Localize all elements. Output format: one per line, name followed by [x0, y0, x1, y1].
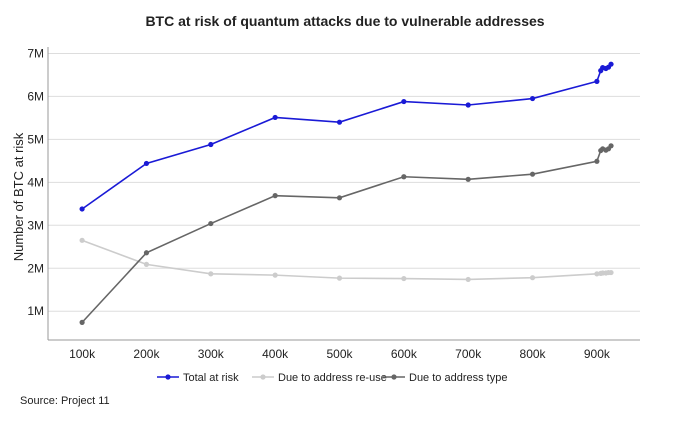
data-point — [529, 95, 536, 102]
data-point — [336, 195, 343, 201]
data-point — [608, 143, 614, 149]
series-total-at-risk — [79, 61, 614, 212]
data-point — [465, 176, 471, 182]
y-tick-label: 1M — [27, 304, 44, 318]
data-point — [336, 119, 343, 125]
chart-title: BTC at risk of quantum attacks due to vu… — [145, 13, 544, 29]
data-point — [401, 98, 407, 105]
legend-swatch-marker — [391, 374, 397, 380]
data-point — [465, 102, 471, 108]
data-point — [401, 174, 407, 180]
legend-item: Total at risk — [157, 372, 239, 384]
data-point — [143, 250, 150, 256]
data-point — [272, 272, 278, 278]
x-tick-label: 600k — [391, 347, 418, 361]
data-point — [594, 271, 600, 277]
y-tick-label: 6M — [27, 89, 44, 103]
series-due-to-address-re-use — [79, 237, 614, 283]
data-point — [208, 271, 214, 277]
x-tick-label: 700k — [455, 347, 482, 361]
legend-swatch-marker — [165, 374, 171, 380]
legend-label: Due to address type — [409, 372, 507, 384]
data-point — [79, 237, 85, 243]
legend-swatch-marker — [260, 374, 266, 380]
gridlines — [48, 52, 640, 312]
y-tick-label: 5M — [27, 132, 44, 146]
data-point — [336, 275, 343, 281]
source-note: Source: Project 11 — [20, 395, 110, 407]
data-point — [143, 160, 150, 167]
y-tick-label: 2M — [27, 261, 44, 275]
data-point — [529, 171, 536, 177]
data-point — [79, 206, 85, 212]
data-point — [401, 275, 407, 282]
x-tick-label: 300k — [198, 347, 225, 361]
y-tick-label: 4M — [27, 175, 44, 189]
data-point — [208, 141, 214, 148]
x-tick-label: 900k — [584, 347, 611, 361]
x-tick-label: 100k — [69, 347, 96, 361]
legend: Total at risk Due to address re-use Due to… — [157, 372, 507, 384]
data-point — [594, 78, 600, 84]
series-due-to-address-type — [79, 143, 614, 325]
series-group — [79, 61, 614, 325]
legend-item: Due to address re-use — [252, 372, 387, 384]
data-point — [208, 220, 214, 227]
data-point — [529, 275, 536, 281]
data-point — [465, 276, 471, 283]
x-tick-label: 200k — [133, 347, 160, 361]
data-point — [608, 61, 614, 67]
legend-label: Total at risk — [183, 372, 239, 384]
data-point — [594, 158, 600, 164]
x-tick-label: 400k — [262, 347, 289, 361]
data-point — [272, 193, 278, 199]
data-point — [608, 269, 614, 276]
y-tick-label: 3M — [27, 218, 44, 232]
data-point — [79, 319, 85, 325]
data-point — [272, 114, 278, 121]
legend-item: Due to address type — [383, 372, 507, 384]
legend-label: Due to address re-use — [278, 372, 387, 384]
series-line — [81, 63, 612, 210]
data-point — [143, 261, 150, 267]
y-tick-label: 7M — [27, 46, 44, 60]
axes: 1M 2M 3M 4M 5M 6M 7M 100k 200k 300k 400k 500k 600k 70… — [27, 46, 640, 361]
y-axis-label: Number of BTC at risk — [11, 132, 26, 261]
x-tick-label: 500k — [326, 347, 353, 361]
x-tick-label: 800k — [520, 347, 547, 361]
